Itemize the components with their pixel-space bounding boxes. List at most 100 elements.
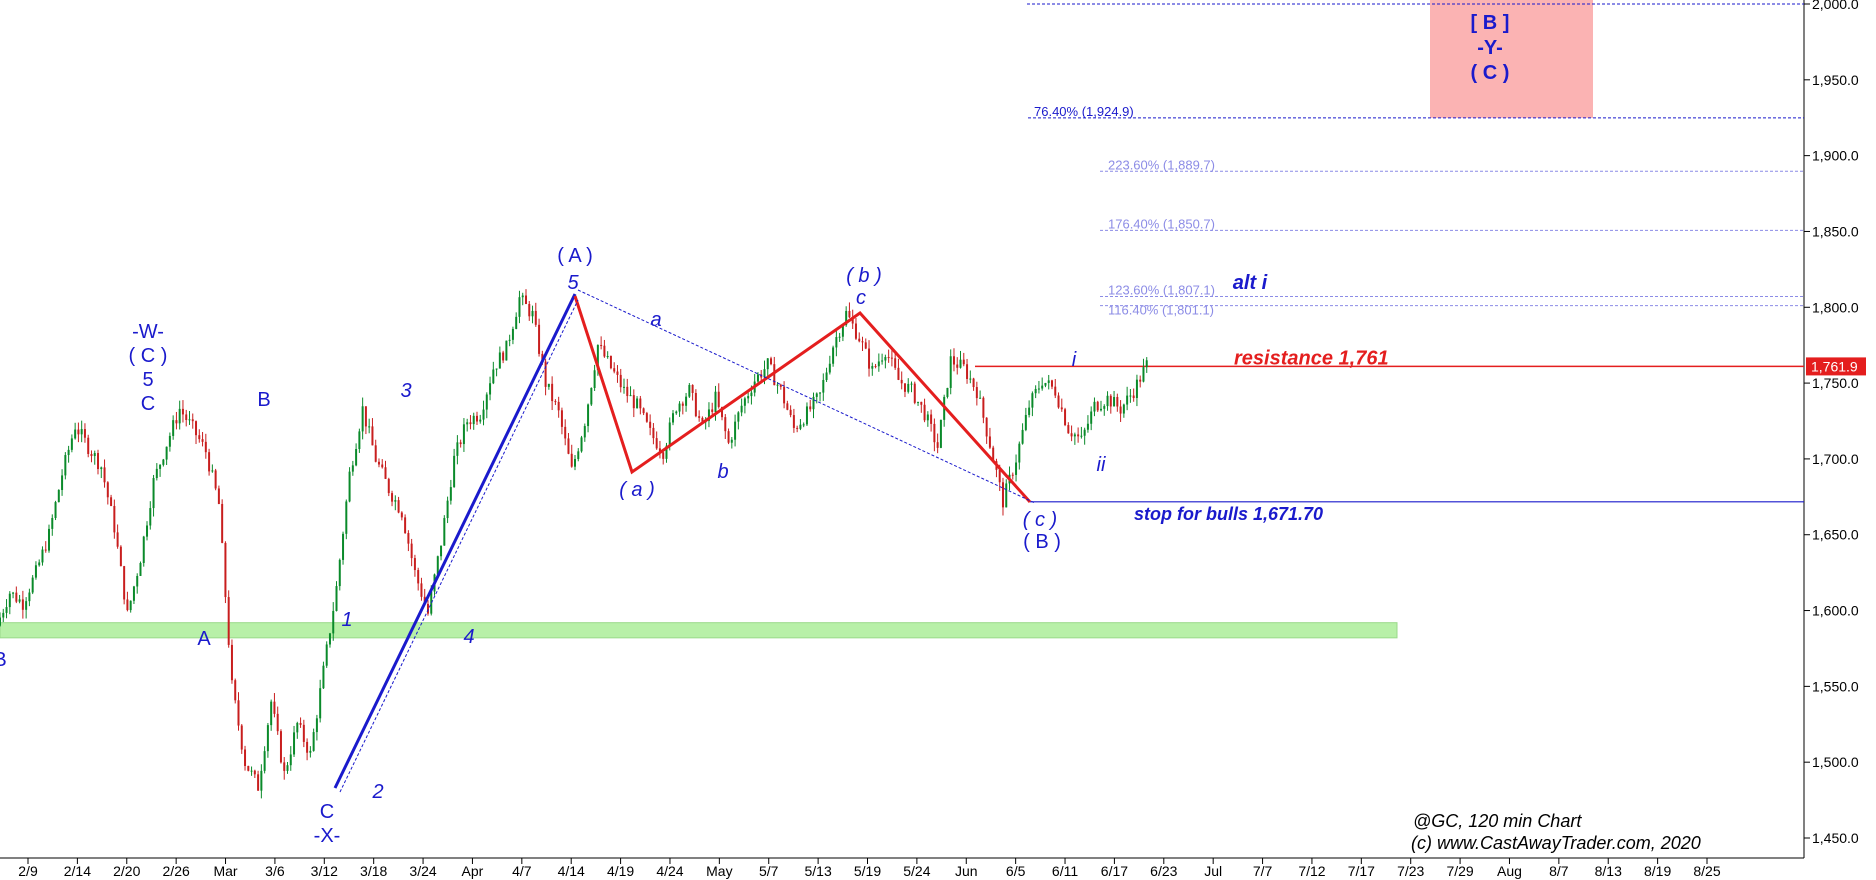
candle-body <box>5 607 8 613</box>
candle-body <box>900 379 903 384</box>
candle-body <box>495 368 498 370</box>
candle-body <box>756 374 759 382</box>
candle-body <box>907 383 910 392</box>
candle-body <box>299 722 302 725</box>
candle-body <box>930 414 933 424</box>
candle-body <box>832 347 835 364</box>
candle-body <box>587 404 590 427</box>
candle-body <box>384 467 387 479</box>
candle-body <box>201 439 204 442</box>
wave-lines <box>333 289 1036 793</box>
candle-body <box>31 577 34 593</box>
candle-body <box>779 384 782 387</box>
candle-body <box>766 358 769 370</box>
candle-body <box>1073 434 1076 437</box>
candle-body <box>789 409 792 416</box>
candle-body <box>289 754 292 766</box>
y-tick-label: 1,800.0 <box>1812 299 1859 315</box>
candle-body <box>524 295 527 305</box>
x-tick-label: 7/23 <box>1397 863 1424 879</box>
candle-body <box>103 467 106 483</box>
candle-body <box>387 478 390 494</box>
candle-body <box>244 749 247 766</box>
candle-body <box>966 364 969 379</box>
candle-body <box>917 401 920 403</box>
candle-body <box>273 701 276 714</box>
candle-body <box>482 409 485 420</box>
candle-body <box>475 415 478 422</box>
candle-body <box>982 397 985 418</box>
candle-body <box>623 386 626 388</box>
candle-body <box>227 597 230 645</box>
resistance-label: resistance 1,761 <box>1234 347 1389 369</box>
x-tick-label: 3/24 <box>409 863 436 879</box>
y-tick-label: 1,550.0 <box>1812 678 1859 694</box>
candle-body <box>221 503 224 543</box>
candle-body <box>116 532 119 547</box>
candle-body <box>97 453 100 470</box>
label-wave-4: 4 <box>463 626 474 648</box>
y-tick-label: 1,850.0 <box>1812 223 1859 239</box>
candle-body <box>253 770 256 775</box>
candle-body <box>234 680 237 701</box>
candle-body <box>580 437 583 452</box>
candle-body <box>946 387 949 397</box>
candle-body <box>198 435 201 440</box>
candle-body <box>1116 397 1119 407</box>
candle-body <box>658 448 661 453</box>
candle-body <box>188 419 191 421</box>
candle-body <box>296 722 299 733</box>
y-tick-label: 1,600.0 <box>1812 603 1859 619</box>
candle-body <box>613 368 616 372</box>
candle-body <box>358 431 361 449</box>
candle-body <box>113 505 116 533</box>
x-tick-label: 7/7 <box>1253 863 1273 879</box>
candle-body <box>825 372 828 380</box>
candle-body <box>1060 407 1063 410</box>
candle-body <box>394 500 397 502</box>
x-tick-label: 4/7 <box>512 863 532 879</box>
y-tick-label: 1,950.0 <box>1812 72 1859 88</box>
x-tick-label: 3/18 <box>360 863 387 879</box>
candle-body <box>606 356 609 358</box>
candle-body <box>2 612 5 618</box>
candle-body <box>985 417 988 437</box>
candle-body <box>590 387 593 405</box>
candle-body <box>126 599 129 611</box>
label-wave-2: 2 <box>371 781 383 803</box>
candle-body <box>783 386 786 404</box>
candles <box>0 289 1148 799</box>
candle-body <box>770 358 773 365</box>
candle-body <box>1090 411 1093 424</box>
candle-body <box>1005 483 1008 508</box>
candle-body <box>106 482 109 498</box>
candle-body <box>616 371 619 375</box>
label-c-low: C <box>320 801 334 823</box>
candle-body <box>560 410 563 427</box>
candle-body <box>675 411 678 414</box>
candle-body <box>508 339 511 341</box>
candle-body <box>1096 401 1099 411</box>
x-tick-label: 5/13 <box>804 863 831 879</box>
candle-body <box>410 543 413 559</box>
candle-body <box>1041 385 1044 389</box>
candle-body <box>70 438 73 450</box>
stop-label: stop for bulls 1,671.70 <box>1134 504 1323 524</box>
candle-body <box>541 353 544 362</box>
y-tick-label: 1,650.0 <box>1812 527 1859 543</box>
candle-body <box>371 426 374 446</box>
candle-body <box>1077 434 1080 437</box>
candle-body <box>678 403 681 412</box>
candle-body <box>538 324 541 354</box>
candle-body <box>34 565 37 578</box>
candle-body <box>835 337 838 348</box>
candle-body <box>626 386 629 397</box>
candle-body <box>796 427 799 429</box>
candle-body <box>681 403 684 406</box>
candle-body <box>639 398 642 409</box>
candle-body <box>992 447 995 462</box>
candle-body <box>724 417 727 432</box>
candle-body <box>903 383 906 392</box>
candle-body <box>952 356 955 365</box>
candle-body <box>939 419 942 448</box>
